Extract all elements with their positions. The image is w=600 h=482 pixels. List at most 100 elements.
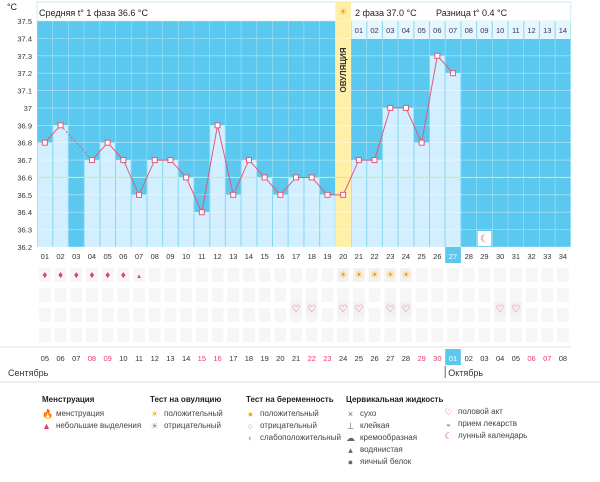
heart-icon: ♡ [401, 304, 410, 315]
menstruation-icon: ♦ [89, 270, 94, 281]
legend-label: положительный [260, 409, 319, 418]
heart-icon: ♡ [496, 304, 505, 315]
legend-item: ▴ водянистая [346, 444, 443, 456]
y-tick-label: 36.6 [17, 173, 32, 182]
post-ovulation-day-cell [430, 21, 445, 39]
temperature-point [355, 157, 362, 164]
calendar-date: 12 [151, 354, 159, 363]
temperature-point [340, 191, 347, 198]
marker-cell [415, 288, 428, 302]
temperature-point [120, 157, 127, 164]
post-ovulation-day-label: 06 [433, 26, 441, 35]
y-unit-label: °C [7, 2, 18, 12]
marker-cell [243, 328, 255, 342]
legend-item: ● положительный [246, 408, 341, 420]
heart-icon: ♡ [386, 304, 395, 315]
marker-cell [54, 268, 67, 282]
calendar-date: 21 [292, 354, 300, 363]
marker-cell [101, 268, 114, 282]
ovulation-test-cell [384, 268, 397, 282]
month-label-october: Октябрь [448, 368, 483, 378]
marker-cell [368, 308, 381, 322]
temperature-point [151, 157, 158, 164]
y-tick-label: 37 [24, 104, 32, 113]
cycle-day-label: 04 [88, 252, 96, 261]
cycle-day-label: 23 [386, 252, 394, 261]
drop-heavy-icon: 🔥 [42, 409, 54, 419]
temperature-point [230, 191, 237, 198]
calendar-date: 26 [370, 354, 378, 363]
post-ovulation-day-cell [524, 21, 539, 39]
cycle-day-label: 07 [135, 252, 143, 261]
calendar-date: 02 [465, 354, 473, 363]
cycle-day-label: 18 [308, 252, 316, 261]
post-ovulation-day-label: 10 [496, 26, 504, 35]
post-ovulation-day-cell [477, 21, 492, 39]
marker-cell [164, 268, 177, 282]
temperature-difference: Разница t° 0.4 °C [436, 8, 507, 18]
calendar-date: 23 [323, 354, 331, 363]
temperature-bar [147, 160, 163, 247]
marker-cell [384, 288, 397, 302]
calendar-date: 07 [543, 354, 551, 363]
temperature-point [371, 157, 378, 164]
bbt-chart: 01 02 03 04 05 06 07 08 09 10 11 12 13 14 37.5 37.4 37.3… [0, 1, 600, 383]
marker-cell [86, 288, 98, 302]
marker-cell [541, 328, 554, 342]
post-ovulation-day-cell [351, 21, 367, 39]
marker-cell [557, 308, 569, 322]
calendar-date: 09 [103, 354, 111, 363]
y-tick-label: 37.5 [17, 17, 32, 26]
post-ovulation-day-label: 12 [527, 26, 535, 35]
legend-label: лунный календарь [458, 431, 528, 440]
cycle-day-label: 22 [370, 252, 378, 261]
marker-cell [525, 268, 538, 282]
calendar-date: 06 [56, 354, 64, 363]
marker-cell [39, 308, 51, 322]
legend-label: водянистая [360, 445, 403, 454]
marker-cell [510, 328, 522, 342]
pregnancy-negative-icon: ○ [247, 421, 254, 431]
marker-cell [180, 328, 192, 342]
temperature-point [402, 104, 409, 111]
marker-cell [431, 328, 444, 342]
post-ovulation-day-cell [398, 21, 414, 39]
sticky-icon: ⊥ [346, 421, 355, 431]
legend-item: ☾ лунный календарь [444, 430, 527, 442]
cycle-day-label: 21 [355, 252, 363, 261]
legend-label: небольшие выделения [56, 421, 142, 430]
marker-cell [101, 328, 114, 342]
marker-cell [462, 268, 475, 282]
legend-item: ◐ слабоположительный [246, 432, 341, 444]
legend-label: прием лекарств [458, 419, 518, 428]
post-ovulation-day-cell [414, 21, 429, 39]
cycle-day-label: 34 [559, 252, 567, 261]
calendar-date: 27 [386, 354, 394, 363]
cycle-day-label: 03 [72, 252, 80, 261]
marker-cell [478, 288, 491, 302]
legend-item: ▲ небольшие выделения [42, 420, 141, 432]
cycle-day-label: 29 [480, 252, 488, 261]
sun-icon: ☀ [150, 409, 159, 419]
cycle-day-label: 12 [213, 252, 221, 261]
post-ovulation-day-label: 01 [355, 26, 363, 35]
ovulation-test-positive-icon: ☀ [339, 270, 348, 281]
cycle-day-label: 15 [260, 252, 268, 261]
marker-cell [101, 308, 114, 322]
temperature-point [167, 157, 174, 164]
cycle-day-label: 16 [276, 252, 284, 261]
marker-cell [321, 308, 334, 322]
temperature-point [245, 157, 252, 164]
marker-cell [462, 328, 475, 342]
marker-cell [243, 308, 255, 322]
marker-cell [148, 328, 161, 342]
marker-cell [305, 328, 318, 342]
intercourse-cell [337, 302, 349, 316]
ovulation-test-positive-icon: ☀ [354, 270, 363, 281]
marker-cell [557, 288, 569, 302]
temperature-bar [210, 125, 225, 247]
marker-cell [180, 268, 192, 282]
phase1-label: Средняя t° 1 фаза [39, 8, 116, 18]
intercourse-cell [510, 302, 522, 316]
ovulation-test-positive-icon: ☀ [370, 270, 379, 281]
